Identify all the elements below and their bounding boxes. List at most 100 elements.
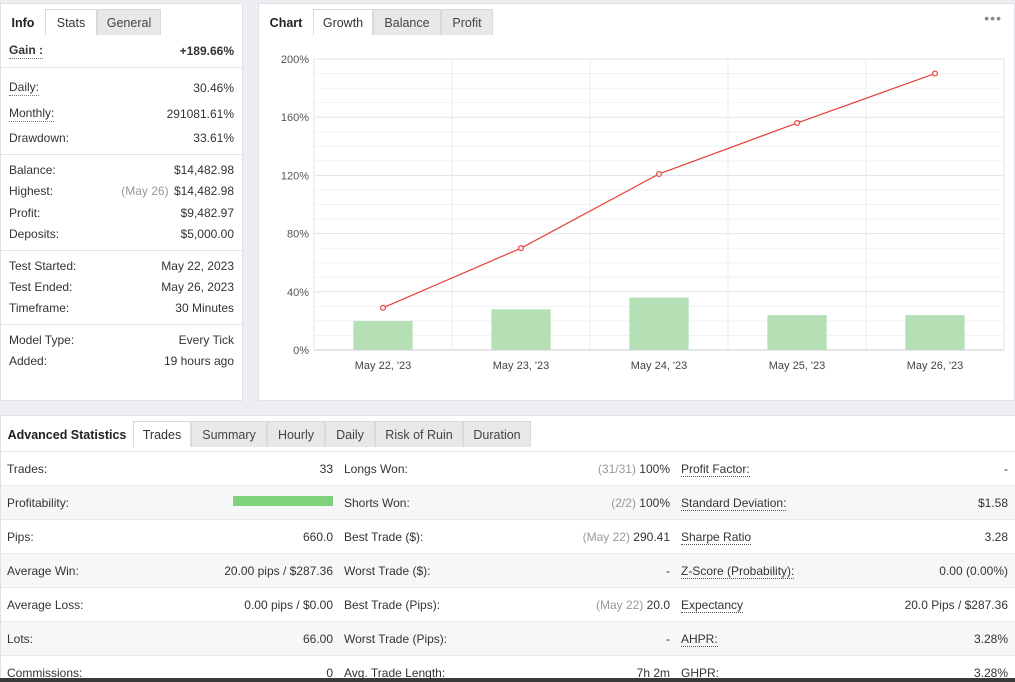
tab-daily[interactable]: Daily	[325, 421, 375, 447]
stat-value: 100%	[639, 496, 670, 510]
stats-tabbar: Info Stats General	[1, 4, 242, 35]
stat-value: 0	[326, 666, 333, 680]
tab-advanced-statistics[interactable]: Advanced Statistics	[7, 428, 127, 442]
tab-profit[interactable]: Profit	[441, 9, 493, 35]
stat-label: Expectancy	[681, 588, 744, 622]
drawdown-label: Drawdown:	[9, 131, 70, 145]
x-tick-label: May 23, '23	[493, 360, 550, 372]
daily-row: Daily: 30.46%	[9, 78, 234, 98]
balance-label: Balance:	[9, 163, 56, 177]
advanced-statistics-panel: Advanced Statistics Trades Summary Hourl…	[0, 415, 1015, 682]
y-tick-label: 200%	[281, 54, 309, 66]
tab-growth[interactable]: Growth	[313, 9, 373, 35]
gain-row: Gain : +189.66%	[9, 41, 234, 61]
stat-value: 0.00 (0.00%)	[939, 564, 1008, 578]
tab-general[interactable]: General	[97, 9, 161, 35]
tab-duration[interactable]: Duration	[463, 421, 531, 447]
highest-date: (May 26)	[121, 184, 169, 198]
tab-hourly[interactable]: Hourly	[267, 421, 325, 447]
highest-row: Highest: (May 26) $14,482.98	[9, 181, 234, 201]
stat-label: Avg. Trade Length:	[344, 666, 446, 680]
stat-label: Best Trade (Pips):	[344, 598, 441, 612]
test-started-label: Test Started:	[9, 259, 77, 273]
stat-label: Worst Trade ($):	[344, 564, 431, 578]
profit-row: Profit: $9,482.97	[9, 203, 234, 223]
bar	[767, 315, 827, 350]
highest-value-group: (May 26) $14,482.98	[121, 181, 234, 201]
stat-label-text: Standard Deviation:	[681, 496, 787, 511]
advanced-tabbar: Advanced Statistics Trades Summary Hourl…	[1, 416, 1015, 447]
gain-label: Gain :	[9, 43, 44, 59]
monthly-label: Monthly:	[9, 106, 55, 122]
stat-label: GHPR:	[681, 656, 720, 682]
profitability-bar	[233, 496, 333, 506]
table-row: Trades: 33 Longs Won: (31/31) 100% Profit Fa…	[1, 451, 1015, 485]
data-point	[379, 304, 386, 311]
table-row: Average Loss: 0.00 pips / $0.00 Best Trade…	[1, 587, 1015, 621]
stats-panel: Info Stats General Gain : +189.66% Daily…	[0, 3, 243, 401]
tab-trades[interactable]: Trades	[133, 421, 191, 447]
stat-value: -	[666, 632, 670, 646]
stat-label: Standard Deviation:	[681, 486, 787, 520]
chart-panel: Chart Growth Balance Profit ••• 0% 40% 80%…	[258, 3, 1015, 401]
stat-label: Profitability:	[7, 496, 70, 510]
stat-value: 3.28%	[973, 632, 1008, 646]
stat-label: Commissions:	[7, 666, 83, 680]
tab-summary[interactable]: Summary	[191, 421, 267, 447]
stat-label-text: AHPR:	[681, 632, 718, 647]
deposits-row: Deposits: $5,000.00	[9, 224, 234, 244]
stat-value: 660.0	[302, 530, 333, 544]
stat-value: 20.0	[646, 598, 670, 612]
stat-value: 20.0 Pips / $287.36	[904, 598, 1008, 612]
stat-value: -	[666, 564, 670, 578]
drawdown-value: 33.61%	[193, 131, 234, 145]
data-point	[793, 120, 800, 127]
stat-value-group: (May 22) 20.0	[596, 588, 670, 622]
stat-label-text: Sharpe Ratio	[681, 530, 752, 545]
stat-value: 7h 2m	[636, 666, 670, 680]
table-row: Average Win: 20.00 pips / $287.36 Worst Tr…	[1, 553, 1015, 587]
stat-label: Best Trade ($):	[344, 530, 424, 544]
stat-label-text: Expectancy	[681, 598, 744, 613]
ellipsis-icon[interactable]: •••	[984, 10, 1002, 26]
stat-value: 0.00 pips / $0.00	[244, 598, 333, 612]
gain-value: +189.66%	[179, 44, 234, 58]
stat-label: Profit Factor:	[681, 452, 750, 486]
stat-value: $1.58	[977, 496, 1008, 510]
tab-chart[interactable]: Chart	[269, 16, 303, 30]
tab-stats[interactable]: Stats	[45, 9, 97, 35]
tab-info[interactable]: Info	[11, 16, 35, 30]
balance-row: Balance: $14,482.98	[9, 160, 234, 180]
stat-note: (31/31)	[597, 462, 636, 476]
y-tick-label: 160%	[281, 112, 309, 124]
bar	[905, 315, 965, 350]
stat-value-group: (31/31) 100%	[598, 452, 670, 486]
test-ended-row: Test Ended: May 26, 2023	[9, 277, 234, 297]
tab-risk-of-ruin[interactable]: Risk of Ruin	[375, 421, 463, 447]
stat-value: 33	[319, 462, 333, 476]
y-tick-label: 120%	[281, 170, 309, 182]
added-value: 19 hours ago	[163, 354, 234, 368]
highest-value: $14,482.98	[173, 184, 234, 198]
stat-label: Lots:	[7, 632, 34, 646]
stat-label: Worst Trade (Pips):	[344, 632, 448, 646]
divider	[1, 324, 242, 325]
x-tick-label: May 25, '23	[769, 360, 826, 372]
balance-value: $14,482.98	[173, 163, 234, 177]
model-type-row: Model Type: Every Tick	[9, 330, 234, 350]
y-tick-label: 0%	[293, 345, 309, 357]
stat-value-group: (2/2) 100%	[611, 486, 670, 520]
monthly-value: 291081.61%	[166, 107, 234, 121]
timeframe-value: 30 Minutes	[175, 301, 234, 315]
model-type-label: Model Type:	[9, 333, 75, 347]
x-tick-label: May 22, '23	[355, 360, 412, 372]
bar	[629, 297, 689, 350]
deposits-value: $5,000.00	[180, 227, 234, 241]
x-tick-label: May 26, '23	[907, 360, 964, 372]
scrollbar[interactable]	[0, 678, 1015, 682]
stat-note: (2/2)	[611, 496, 636, 510]
timeframe-row: Timeframe: 30 Minutes	[9, 298, 234, 318]
tab-balance[interactable]: Balance	[373, 9, 441, 35]
growth-chart: 0% 40% 80% 120% 160% 200% May 22, '23 May 23, '…	[281, 54, 1005, 372]
stat-value: 66.00	[302, 632, 333, 646]
